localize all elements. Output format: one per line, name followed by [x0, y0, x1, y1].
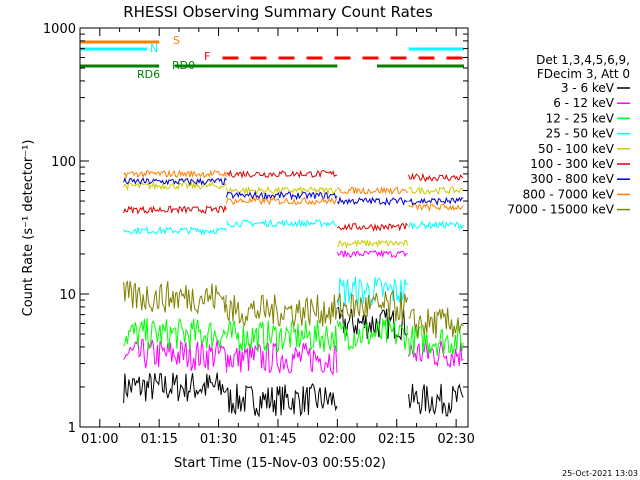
timestamp: 25-Oct-2021 13:03 [562, 469, 638, 478]
series-3-segment-3 [336, 276, 408, 307]
series-2-segment-4 [408, 323, 464, 356]
series-8-segment-2 [226, 294, 338, 328]
legend-label-7: 800 - 7000 keV [523, 187, 615, 201]
series-0-segment-1 [123, 372, 227, 404]
x-tick-label-5: 02:15 [378, 432, 415, 447]
legend: Det 1,3,4,5,6,9, FDecim 3, Att 0 3 - 6 k… [507, 53, 630, 217]
x-tick-label-2: 01:30 [200, 432, 237, 447]
series-8-segment-3 [336, 289, 408, 322]
series-6-segment-4 [408, 196, 464, 206]
chart-title: RHESSI Observing Summary Count Rates [123, 3, 433, 21]
series-2-segment-1 [123, 317, 227, 351]
y-tick-label-1: 10 [59, 288, 76, 303]
series-7 [123, 169, 464, 213]
series-0-segment-3 [337, 306, 408, 342]
series-8 [123, 280, 464, 339]
flag-label-f: F [204, 50, 210, 63]
series-3-segment-2 [226, 218, 338, 229]
y-tick-label-2: 100 [51, 155, 76, 170]
series-5 [123, 169, 464, 232]
series-6-segment-1 [123, 176, 227, 186]
x-axis-label: Start Time (15-Nov-03 00:55:02) [174, 456, 386, 471]
plot-frame [79, 27, 469, 428]
flag-f: F [204, 50, 465, 63]
series-4-segment-2 [226, 185, 338, 196]
series-2-segment-3 [336, 318, 408, 351]
series-5-segment-4 [408, 172, 464, 183]
plot-layer: S N F RD0 RD6 [80, 34, 465, 418]
legend-label-4: 50 - 100 keV [538, 142, 615, 156]
series-6 [123, 176, 464, 206]
x-tick-label-6: 02:30 [437, 432, 474, 447]
legend-header-line-1: Det 1,3,4,5,6,9, [536, 53, 630, 67]
x-tick-label-0: 01:00 [81, 432, 118, 447]
series-6-segment-3 [336, 195, 408, 206]
flag-s: S [80, 34, 180, 47]
series-1 [123, 249, 464, 376]
legend-label-0: 3 - 6 keV [561, 81, 615, 95]
series-6-segment-2 [226, 190, 338, 201]
y-tick-label-0: 1 [68, 421, 76, 436]
axis-layer: 01:00 01:15 01:30 01:45 02:00 02:15 02:30 1 10 10… [43, 22, 475, 447]
series-7-segment-3 [337, 186, 408, 196]
series-4-segment-4 [408, 186, 464, 196]
series-2 [123, 317, 464, 356]
legend-label-3: 25 - 50 keV [546, 127, 615, 141]
legend-label-1: 6 - 12 keV [553, 96, 615, 110]
x-tick-label-4: 02:00 [319, 432, 356, 447]
flag-label-n: N [150, 42, 158, 55]
series-1-segment-4 [408, 338, 464, 368]
series-0 [123, 306, 464, 418]
x-tick-label-1: 01:15 [140, 432, 177, 447]
flag-rd6: RD6 [137, 68, 160, 81]
series-4 [123, 180, 464, 249]
legend-label-6: 300 - 800 keV [530, 172, 614, 186]
series-7-segment-1 [123, 169, 227, 180]
y-axis-label: Count Rate (s⁻¹ detector⁻¹) [21, 140, 36, 317]
y-tick-label-3: 1000 [43, 22, 76, 37]
series-3-segment-1 [123, 225, 227, 236]
series-2-segment-2 [226, 318, 338, 353]
series-3 [123, 218, 464, 307]
series-1-segment-1 [123, 338, 227, 371]
series-1-segment-3 [336, 249, 408, 259]
legend-label-8: 7000 - 15000 keV [507, 203, 614, 217]
series-0-segment-4 [408, 383, 464, 417]
flag-label-s: S [173, 34, 180, 47]
series-3-segment-4 [408, 219, 464, 231]
legend-header-line-2: FDecim 3, Att 0 [537, 67, 630, 81]
legend-label-5: 100 - 300 keV [530, 157, 614, 171]
x-tick-label-3: 01:45 [259, 432, 296, 447]
flag-n: N [80, 42, 465, 55]
series-1-segment-2 [226, 342, 338, 376]
flag-label-rd6: RD6 [137, 68, 160, 81]
series-8-segment-4 [408, 307, 464, 339]
series-5-segment-3 [336, 222, 408, 232]
legend-label-2: 12 - 25 keV [546, 111, 615, 125]
flag-label-rd0: RD0 [172, 59, 195, 72]
series-7-segment-4 [408, 202, 464, 213]
series-8-segment-1 [123, 280, 227, 315]
series-5-segment-2 [226, 169, 337, 179]
series-7-segment-2 [226, 196, 338, 206]
flag-rd0: RD0 [80, 59, 465, 72]
series-5-segment-1 [123, 204, 227, 215]
series-4-segment-3 [337, 238, 408, 249]
series-0-segment-2 [226, 382, 338, 418]
